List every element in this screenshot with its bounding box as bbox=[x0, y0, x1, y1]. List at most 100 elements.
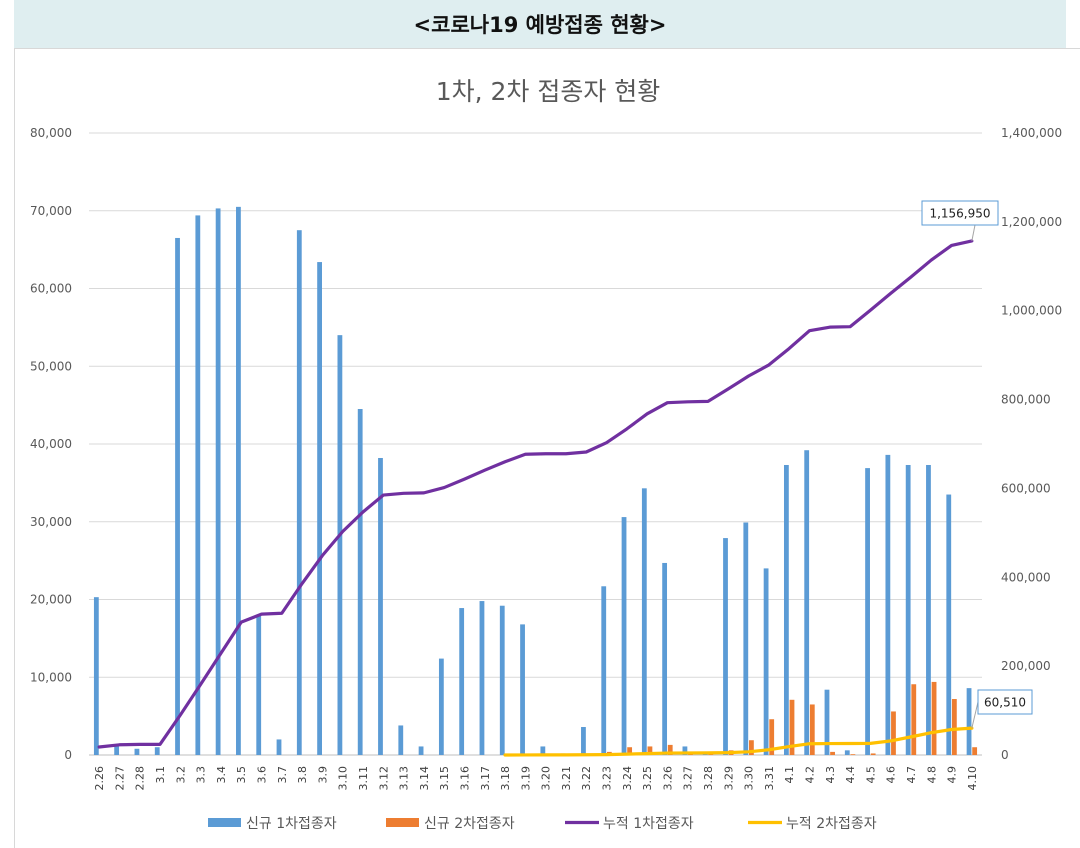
bar-new-second-dose bbox=[891, 711, 896, 755]
x-axis-tick: 3.25 bbox=[641, 766, 654, 791]
callout-box bbox=[921, 200, 999, 226]
callout-leader bbox=[971, 224, 976, 242]
x-axis-tick: 4.1 bbox=[783, 766, 796, 784]
bar-new-first-dose bbox=[175, 237, 180, 755]
x-axis-tick: 3.28 bbox=[702, 766, 715, 791]
x-axis-tick: 3.14 bbox=[418, 766, 431, 791]
x-axis-tick: 3.30 bbox=[743, 766, 756, 791]
bar-new-second-dose bbox=[809, 704, 815, 755]
x-axis-tick: 3.7 bbox=[276, 766, 289, 784]
bar-new-first-dose bbox=[844, 750, 850, 755]
bar-new-second-dose bbox=[667, 744, 673, 755]
right-axis-tick: 600,000 bbox=[1001, 481, 1051, 495]
legend-label: 신규 1차접종자 bbox=[246, 816, 337, 832]
left-axis: 0 10,000 20,000 30,000 40,000 50,000 60,000 70,… bbox=[30, 126, 72, 762]
bar-new-first-dose bbox=[540, 746, 546, 755]
bar-new-second-dose bbox=[972, 747, 978, 755]
bar-new-first-dose bbox=[438, 658, 444, 755]
x-axis-tick: 3.6 bbox=[256, 766, 269, 784]
line-series bbox=[97, 239, 974, 757]
x-axis-tick: 4.6 bbox=[885, 766, 898, 784]
bar-new-first-dose bbox=[114, 746, 120, 755]
x-axis-tick: 2.28 bbox=[134, 766, 147, 791]
chart-frame bbox=[14, 48, 1080, 848]
bar-new-first-dose bbox=[93, 597, 99, 755]
left-axis-tick: 10,000 bbox=[30, 670, 72, 684]
bar-new-second-dose bbox=[911, 684, 917, 755]
bar-new-first-dose bbox=[743, 522, 749, 755]
left-axis-tick: 40,000 bbox=[30, 437, 72, 451]
right-axis-tick: 1,000,000 bbox=[1001, 304, 1062, 318]
x-axis-tick: 3.13 bbox=[398, 766, 411, 791]
left-axis-tick: 70,000 bbox=[30, 204, 72, 218]
bar-new-first-dose bbox=[195, 215, 201, 756]
right-axis-tick: 1,400,000 bbox=[1001, 126, 1062, 140]
left-axis-tick: 30,000 bbox=[30, 515, 72, 529]
bar-new-second-dose bbox=[870, 753, 876, 755]
bar-new-first-dose bbox=[357, 409, 363, 755]
x-axis-tick: 3.26 bbox=[661, 766, 674, 791]
bar-new-first-dose bbox=[723, 538, 728, 755]
x-axis-tick: 3.2 bbox=[174, 766, 187, 784]
bar-new-first-dose bbox=[459, 608, 465, 755]
left-axis-tick: 80,000 bbox=[30, 126, 72, 140]
bar-new-first-dose bbox=[134, 748, 140, 755]
bar-new-first-dose bbox=[418, 746, 424, 755]
bar-new-second-dose bbox=[769, 719, 775, 755]
left-axis-tick: 60,000 bbox=[30, 282, 72, 296]
x-axis-tick: 4.9 bbox=[946, 766, 959, 784]
x-axis: 2.26 2.27 2.28 3.1 3.2 3.3 3.4 3.5 3.6 3.7 3.8 3.9 3… bbox=[93, 766, 979, 791]
bar-new-first-dose bbox=[865, 468, 870, 755]
x-axis-tick: 3.8 bbox=[296, 766, 309, 784]
x-axis-tick: 3.29 bbox=[722, 766, 735, 791]
x-axis-tick: 3.1 bbox=[154, 766, 167, 784]
bar-new-first-dose bbox=[905, 464, 911, 755]
bar-new-first-dose bbox=[662, 562, 668, 755]
right-axis-tick: 0 bbox=[1001, 748, 1009, 762]
bar-new-first-dose bbox=[581, 727, 586, 755]
bar-new-first-dose bbox=[236, 206, 241, 756]
x-axis-tick: 3.24 bbox=[621, 766, 634, 791]
x-axis-tick: 3.4 bbox=[215, 766, 228, 784]
right-axis-tick: 200,000 bbox=[1001, 659, 1051, 673]
callout-box bbox=[977, 689, 1033, 715]
legend: 신규 1차접종자 신규 2차접종자 누적 1차접종자 누적 2차접종자 bbox=[208, 816, 877, 832]
bar-new-second-dose bbox=[850, 754, 856, 755]
chart-title: 1차, 2차 접종자 현황 bbox=[436, 77, 661, 106]
right-axis-tick: 400,000 bbox=[1001, 570, 1051, 584]
legend-swatch bbox=[386, 818, 419, 827]
bar-new-second-dose bbox=[627, 747, 633, 755]
left-axis-tick: 0 bbox=[64, 748, 72, 762]
x-axis-tick: 3.31 bbox=[763, 766, 776, 791]
x-axis-tick: 4.2 bbox=[803, 766, 816, 784]
bar-new-first-dose bbox=[398, 725, 404, 755]
legend-label: 신규 2차접종자 bbox=[424, 816, 515, 832]
bar-new-second-dose bbox=[749, 740, 754, 755]
bar-new-first-dose bbox=[296, 230, 302, 755]
bar-new-first-dose bbox=[499, 605, 505, 755]
bar-new-first-dose bbox=[926, 464, 931, 755]
x-axis-tick: 3.16 bbox=[458, 766, 471, 791]
bar-new-first-dose bbox=[215, 208, 221, 756]
x-axis-tick: 3.23 bbox=[601, 766, 614, 791]
x-axis-tick: 3.27 bbox=[682, 766, 695, 791]
right-axis: 0 200,000 400,000 600,000 800,000 1,000,000 1,… bbox=[1001, 126, 1062, 762]
bar-new-second-dose bbox=[951, 699, 957, 755]
legend-label: 누적 1차접종자 bbox=[603, 816, 694, 832]
x-axis-tick: 3.9 bbox=[316, 766, 329, 784]
bar-new-first-dose bbox=[946, 494, 952, 755]
x-axis-tick: 3.11 bbox=[357, 766, 370, 791]
x-axis-tick: 3.3 bbox=[195, 766, 208, 784]
page-header: <코로나19 예방접종 현황> bbox=[14, 0, 1066, 48]
x-axis-tick: 3.18 bbox=[499, 766, 512, 791]
bar-new-first-dose bbox=[641, 488, 647, 755]
x-axis-tick: 3.15 bbox=[438, 766, 451, 791]
x-axis-tick: 4.7 bbox=[905, 766, 918, 784]
left-axis-tick: 50,000 bbox=[30, 359, 72, 373]
right-axis-tick: 800,000 bbox=[1001, 393, 1051, 407]
x-axis-tick: 3.22 bbox=[580, 766, 593, 791]
right-axis-tick: 1,200,000 bbox=[1001, 215, 1062, 229]
bar-new-first-dose bbox=[154, 747, 160, 755]
x-axis-tick: 4.8 bbox=[925, 766, 938, 784]
legend-swatch bbox=[208, 818, 241, 827]
